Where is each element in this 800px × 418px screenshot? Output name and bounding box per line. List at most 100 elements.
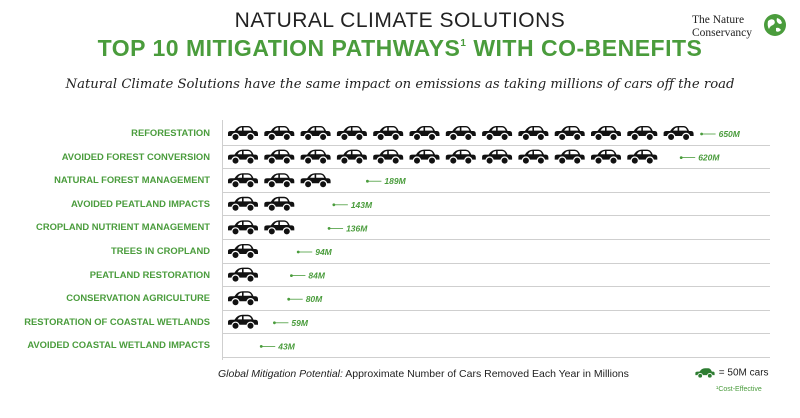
category-label: TREES IN CROPLAND	[111, 245, 210, 256]
row-separator	[222, 286, 770, 288]
value-leader-dot	[679, 156, 683, 160]
car-icon	[481, 125, 513, 141]
car-icon	[517, 148, 550, 165]
car-icon	[408, 148, 441, 165]
car-icon	[263, 148, 295, 165]
car-icon	[263, 172, 295, 189]
car-icon	[445, 148, 477, 165]
category-label: PEATLAND RESTORATION	[89, 268, 210, 280]
car-icon	[481, 148, 513, 165]
car-icon	[227, 219, 259, 236]
logo-line1: The Nature	[692, 14, 745, 26]
car-icon-partial	[227, 337, 256, 354]
car-icon	[227, 196, 259, 212]
car-icon	[372, 125, 404, 141]
car-icon	[372, 148, 404, 165]
car-icon	[554, 148, 586, 165]
footer-text: Approximate Number of Cars Removed Each …	[342, 368, 629, 380]
car-icon	[299, 172, 332, 189]
car-bar	[227, 243, 293, 259]
car-bar	[227, 172, 362, 189]
car-icon	[227, 290, 259, 307]
row-separator	[222, 357, 770, 358]
row-separator	[222, 262, 770, 264]
value-label: 80M	[306, 294, 323, 304]
category-label: AVOIDED COASTAL WETLAND IMPACTS	[27, 339, 210, 351]
category-label: AVOIDED FOREST CONVERSION	[61, 150, 210, 162]
chart-axis-line	[222, 120, 223, 360]
value-label: 43M	[277, 341, 295, 351]
car-icon	[263, 125, 295, 141]
car-icon-partial	[263, 314, 269, 330]
value-label: 143M	[351, 200, 373, 210]
car-bar	[227, 125, 695, 141]
car-icon-partial	[299, 196, 328, 212]
category-label: RESTORATION OF COASTAL WETLANDS	[24, 315, 210, 327]
legend: = 50M cars	[694, 367, 769, 379]
footnote: ¹Cost-Effective	[716, 386, 762, 393]
subtitle: Natural Climate Solutions have the same …	[65, 77, 735, 92]
car-icon	[590, 125, 622, 141]
car-icon	[227, 314, 259, 330]
row-separator	[222, 168, 770, 170]
row-separator	[222, 215, 770, 217]
car-icon	[554, 125, 586, 141]
car-icon	[445, 125, 477, 141]
value-label: 94M	[315, 247, 332, 257]
car-icon	[263, 196, 295, 212]
car-bar	[227, 266, 286, 283]
value-label: 620M	[698, 153, 720, 163]
category-label: AVOIDED PEATLAND IMPACTS	[70, 197, 210, 209]
title-line2: TOP 10 MITIGATION PATHWAYS1 WITH CO-BENE…	[0, 35, 800, 62]
category-label: REFORESTATION	[131, 127, 210, 138]
chart-footer: Global Mitigation Potential: Approximate…	[218, 368, 629, 380]
car-icon	[408, 125, 441, 141]
globe-icon	[764, 14, 786, 36]
value-label: 650M	[719, 129, 741, 139]
car-icon	[227, 148, 259, 165]
title-line1: NATURAL CLIMATE SOLUTIONS	[234, 9, 566, 32]
car-icon	[227, 266, 259, 283]
car-bar	[227, 196, 328, 212]
category-label: NATURAL FOREST MANAGEMENT	[54, 174, 210, 186]
car-bar	[227, 148, 676, 165]
footer-label: Global Mitigation Potential:	[218, 368, 343, 380]
logo-line2: Conservancy	[692, 27, 753, 39]
car-icon	[590, 148, 622, 165]
car-icon	[626, 148, 658, 165]
car-icon-partial	[336, 172, 362, 189]
title-main: TOP 10 MITIGATION PATHWAYS	[97, 35, 461, 61]
car-icon	[299, 148, 332, 165]
car-bar	[227, 337, 256, 354]
row-separator	[222, 309, 770, 311]
car-icon	[517, 125, 550, 141]
car-bar	[227, 219, 324, 236]
car-icon	[299, 125, 332, 141]
car-icon	[227, 172, 259, 189]
row-separator	[222, 144, 770, 146]
car-icon-partial	[263, 243, 293, 259]
car-icon	[336, 148, 368, 165]
value-label: 59M	[291, 318, 308, 328]
value-label: 84M	[308, 271, 325, 281]
title-footnote-marker: 1	[460, 38, 467, 49]
car-icon	[263, 219, 295, 236]
tnc-logo: The Nature Conservancy	[692, 11, 792, 41]
legend-text: = 50M cars	[718, 367, 769, 379]
row-separator	[222, 333, 770, 335]
category-label: CONSERVATION AGRICULTURE	[66, 292, 210, 304]
row-separator	[222, 191, 770, 193]
value-label: 189M	[384, 176, 406, 186]
row-separator	[222, 239, 770, 240]
car-icon-partial	[662, 148, 676, 165]
car-icon	[227, 243, 259, 259]
car-bar	[227, 314, 269, 330]
title-end: WITH CO-BENEFITS	[466, 35, 703, 61]
car-icon	[227, 125, 259, 141]
value-label: 136M	[346, 223, 368, 233]
car-icon	[626, 125, 658, 141]
legend-car-icon	[695, 368, 715, 379]
car-icon-partial	[263, 266, 286, 283]
category-label: CROPLAND NUTRIENT MANAGEMENT	[36, 221, 210, 233]
